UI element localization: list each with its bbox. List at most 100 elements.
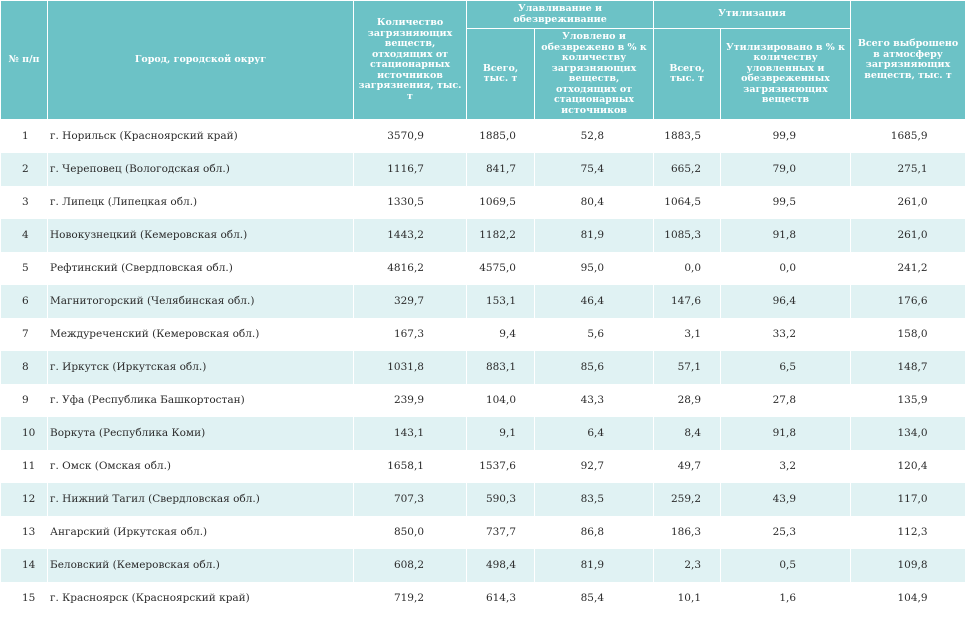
- cell-capture-total: 9,1: [466, 416, 535, 450]
- header-emitted: Всего выброшено в атмосферу загрязняющих…: [850, 0, 965, 120]
- cell-capture-pct: 95,0: [533, 251, 654, 285]
- table-row: 9 г. Уфа (Республика Башкортостан) 239,9 10…: [0, 383, 965, 417]
- cell-capture-pct: 85,6: [533, 350, 654, 384]
- cell-total-pollutants: 719,2: [353, 581, 467, 615]
- cell-emitted: 261,0: [850, 185, 965, 219]
- cell-utilization-pct: 43,9: [720, 482, 851, 516]
- cell-capture-pct: 86,8: [533, 515, 654, 549]
- cell-emitted: 176,6: [850, 284, 965, 318]
- table-row: 5 Рефтинский (Свердловская обл.) 4816,2 457…: [0, 251, 965, 285]
- cell-total-pollutants: 850,0: [353, 515, 467, 549]
- cell-utilization-pct: 79,0: [720, 152, 851, 186]
- cell-capture-total: 153,1: [466, 284, 535, 318]
- table-row: 6 Магнитогорский (Челябинская обл.) 329,7 1…: [0, 284, 965, 318]
- cell-utilization-total: 57,1: [653, 350, 721, 384]
- cell-city: Ангарский (Иркутская обл.): [47, 515, 354, 549]
- table-row: 4 Новокузнецкий (Кемеровская обл.) 1443,2 1…: [0, 218, 965, 252]
- cell-city: г. Череповец (Вологодская обл.): [47, 152, 354, 186]
- cell-num: 2: [0, 152, 48, 186]
- header-utilization-group: Утилизация: [653, 0, 852, 29]
- table-row: 3 г. Липецк (Липецкая обл.) 1330,5 1069,5 80…: [0, 185, 965, 219]
- cell-emitted: 1685,9: [850, 119, 965, 153]
- cell-num: 15: [0, 581, 48, 615]
- cell-capture-pct: 81,9: [533, 548, 654, 582]
- cell-city: г. Уфа (Республика Башкортостан): [47, 383, 354, 417]
- cell-city: г. Норильск (Красноярский край): [47, 119, 354, 153]
- cell-utilization-pct: 1,6: [720, 581, 851, 615]
- cell-city: г. Нижний Тагил (Свердловская обл.): [47, 482, 354, 516]
- header-utilization-pct: Утилизировано в % к количеству уловленны…: [720, 28, 852, 120]
- cell-utilization-pct: 0,5: [720, 548, 851, 582]
- header-total-pollutants: Количество загрязняющих веществ, отходящ…: [353, 0, 467, 120]
- cell-city: г. Липецк (Липецкая обл.): [47, 185, 354, 219]
- cell-city: г. Иркутск (Иркутская обл.): [47, 350, 354, 384]
- cell-capture-pct: 52,8: [533, 119, 654, 153]
- cell-utilization-pct: 6,5: [720, 350, 851, 384]
- table-body: 1 г. Норильск (Красноярский край) 3570,9 18…: [0, 119, 965, 615]
- table-row: 8 г. Иркутск (Иркутская обл.) 1031,8 883,1 8…: [0, 350, 965, 384]
- cell-num: 4: [0, 218, 48, 252]
- cell-capture-total: 498,4: [466, 548, 535, 582]
- cell-capture-pct: 5,6: [533, 317, 654, 351]
- table-row: 14 Беловский (Кемеровская обл.) 608,2 498,4…: [0, 548, 965, 582]
- cell-utilization-total: 28,9: [653, 383, 721, 417]
- cell-utilization-total: 10,1: [653, 581, 721, 615]
- cell-total-pollutants: 329,7: [353, 284, 467, 318]
- cell-num: 7: [0, 317, 48, 351]
- table-header: № п/п Город, городской округ Количество …: [0, 0, 965, 120]
- cell-capture-pct: 46,4: [533, 284, 654, 318]
- cell-utilization-pct: 25,3: [720, 515, 851, 549]
- cell-num: 6: [0, 284, 48, 318]
- cell-capture-total: 841,7: [466, 152, 535, 186]
- cell-capture-total: 614,3: [466, 581, 535, 615]
- table-row: 13 Ангарский (Иркутская обл.) 850,0 737,7 86…: [0, 515, 965, 549]
- cell-capture-total: 4575,0: [466, 251, 535, 285]
- cell-total-pollutants: 1116,7: [353, 152, 467, 186]
- header-utilization-total: Всего, тыс. т: [653, 28, 722, 120]
- cell-utilization-pct: 99,5: [720, 185, 851, 219]
- cell-num: 9: [0, 383, 48, 417]
- cell-city: Магнитогорский (Челябинская обл.): [47, 284, 354, 318]
- cell-utilization-total: 259,2: [653, 482, 721, 516]
- cell-capture-pct: 75,4: [533, 152, 654, 186]
- table-row: 7 Междуреченский (Кемеровская обл.) 167,3 9…: [0, 317, 965, 351]
- header-city: Город, городской округ: [47, 0, 354, 120]
- cell-city: Междуреченский (Кемеровская обл.): [47, 317, 354, 351]
- cell-emitted: 148,7: [850, 350, 965, 384]
- cell-num: 3: [0, 185, 48, 219]
- cell-city: г. Омск (Омская обл.): [47, 449, 354, 483]
- cell-capture-total: 1069,5: [466, 185, 535, 219]
- cell-emitted: 261,0: [850, 218, 965, 252]
- cell-emitted: 241,2: [850, 251, 965, 285]
- cell-emitted: 109,8: [850, 548, 965, 582]
- cell-total-pollutants: 1443,2: [353, 218, 467, 252]
- cell-total-pollutants: 3570,9: [353, 119, 467, 153]
- cell-num: 10: [0, 416, 48, 450]
- cell-num: 12: [0, 482, 48, 516]
- cell-capture-pct: 80,4: [533, 185, 654, 219]
- table-row: 2 г. Череповец (Вологодская обл.) 1116,7 84…: [0, 152, 965, 186]
- cell-utilization-pct: 27,8: [720, 383, 851, 417]
- table-row: 12 г. Нижний Тагил (Свердловская обл.) 707…: [0, 482, 965, 516]
- cell-total-pollutants: 4816,2: [353, 251, 467, 285]
- cell-utilization-pct: 91,8: [720, 218, 851, 252]
- cell-num: 1: [0, 119, 48, 153]
- cell-capture-total: 590,3: [466, 482, 535, 516]
- cell-num: 13: [0, 515, 48, 549]
- cell-capture-total: 883,1: [466, 350, 535, 384]
- cell-utilization-pct: 3,2: [720, 449, 851, 483]
- cell-num: 11: [0, 449, 48, 483]
- cell-total-pollutants: 239,9: [353, 383, 467, 417]
- header-capture-pct: Уловлено и обезврежено в % к количеству …: [533, 28, 655, 120]
- cell-utilization-total: 3,1: [653, 317, 721, 351]
- cell-utilization-total: 186,3: [653, 515, 721, 549]
- table-row: 15 г. Красноярск (Красноярский край) 719,2…: [0, 581, 965, 615]
- cell-capture-pct: 92,7: [533, 449, 654, 483]
- cell-emitted: 112,3: [850, 515, 965, 549]
- cell-utilization-total: 147,6: [653, 284, 721, 318]
- cell-emitted: 117,0: [850, 482, 965, 516]
- cell-utilization-total: 1883,5: [653, 119, 721, 153]
- header-capture-group: Улавливание и обезвреживание: [465, 0, 655, 29]
- cell-emitted: 104,9: [850, 581, 965, 615]
